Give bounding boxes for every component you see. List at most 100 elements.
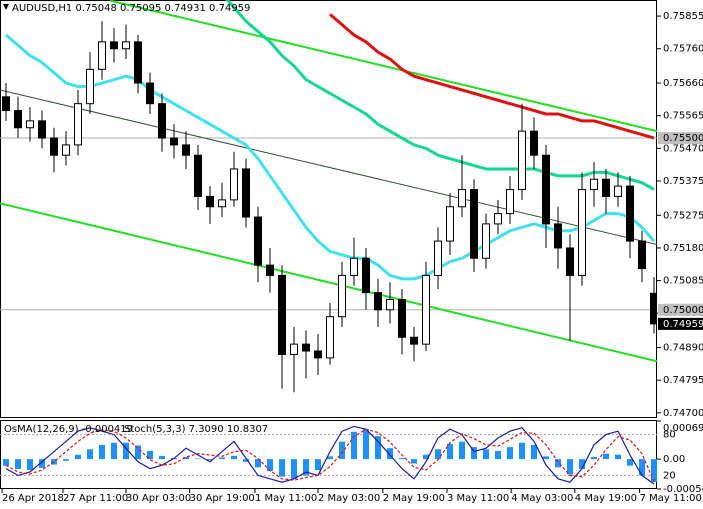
candle-body (602, 178, 610, 197)
candle-body (530, 130, 538, 156)
stoch-line (5, 428, 655, 482)
y-tick-label: 0.75760 (663, 44, 703, 55)
candle-body (254, 216, 262, 266)
price-label: 0.75500 (663, 133, 703, 144)
osma-bar (75, 454, 81, 460)
x-tick-label: 2 May 19:00 (383, 493, 445, 504)
candle-body (206, 195, 214, 208)
candle-body (278, 274, 286, 355)
candle-body (470, 189, 478, 259)
candle-body (182, 144, 190, 156)
chart-title: AUDUSD,H1 0.75048 0.75095 0.74931 0.7495… (12, 3, 250, 14)
candle-body (218, 199, 226, 208)
candle-body (302, 343, 310, 352)
candle-body (446, 206, 454, 242)
osma-bar (447, 443, 453, 460)
stoch-line (5, 425, 655, 485)
x-tick-label: 2 May 03:00 (318, 493, 380, 504)
price-label-bg (658, 303, 703, 316)
symbol-icon (3, 4, 9, 10)
x-tick-label: 30 Apr 03:00 (126, 493, 191, 504)
y-tick-label: 0.75375 (663, 176, 703, 187)
trend-line (0, 202, 657, 363)
x-tick-label: 27 Apr 11:00 (63, 493, 128, 504)
osma-bar (219, 457, 225, 460)
osma-bar (363, 429, 369, 460)
main-frame (0, 0, 657, 418)
osma-bar (327, 456, 333, 460)
x-tick-label: 7 May 11:00 (640, 493, 702, 504)
osma-bar (387, 448, 393, 460)
osma-bar (579, 459, 585, 469)
osma-bar (435, 449, 441, 460)
candle-body (122, 41, 130, 50)
trend-line (110, 0, 657, 133)
osma-bar (183, 456, 189, 460)
osma-bar (543, 456, 549, 460)
y-tick-label: 0.75855 (663, 11, 703, 22)
candle-body (542, 154, 550, 225)
y2-tick-label: 80 (663, 430, 676, 441)
candle-body (554, 223, 562, 249)
candle-body (98, 41, 106, 70)
candle-body (638, 240, 646, 270)
x-tick-label: 4 May 03:00 (511, 493, 573, 504)
osma-bar (87, 449, 93, 460)
candle-body (350, 257, 358, 276)
osma-bar (567, 459, 573, 475)
price-label-bg (658, 132, 703, 145)
candle-body (338, 274, 346, 318)
candle-body (194, 154, 202, 197)
osma-bar (603, 453, 609, 460)
candle-body (134, 41, 142, 84)
osma-bar (627, 459, 633, 466)
candle-body (566, 247, 574, 276)
osma-bar (591, 456, 597, 460)
candle-body (422, 274, 430, 345)
candle-body (146, 82, 154, 105)
candle-body (230, 168, 238, 201)
osma-bar (375, 436, 381, 460)
candle-body (158, 103, 166, 139)
candle-body (74, 103, 82, 146)
candle-body (506, 189, 514, 215)
candle-body (242, 168, 250, 218)
osma-bar (243, 459, 249, 462)
osma-bar (483, 449, 489, 460)
osma-bar (135, 445, 141, 460)
y-tick-label: 0.74700 (663, 408, 703, 419)
y-tick-label: 0.75180 (663, 243, 703, 254)
candle-body (62, 144, 70, 156)
osma-bar (255, 459, 261, 468)
candle-body (26, 120, 34, 129)
candle-body (290, 343, 298, 355)
candle-body (14, 110, 22, 129)
osma-bar (519, 442, 525, 460)
axes: 0.75855 0.75760 0.75660 0.75565 0.75470 0.753… (1, 11, 703, 504)
osma-bar (411, 459, 417, 464)
indicator-plot (0, 425, 657, 485)
candle-body (38, 120, 46, 139)
candle-body (326, 316, 334, 359)
osma-bar (195, 458, 201, 460)
osma-bar (459, 441, 465, 460)
main-plot (0, 0, 657, 393)
price-label: 0.75000 (663, 305, 703, 316)
osma-bar (315, 459, 321, 471)
y-tick-label: 0.75275 (663, 210, 703, 221)
candle-body (614, 185, 622, 197)
x-tick-label: 1 May 11:00 (255, 493, 317, 504)
osma-bar (423, 454, 429, 460)
candle-body (314, 350, 322, 359)
osma-bar (15, 459, 21, 469)
candle-body (458, 189, 466, 208)
candle-body (410, 336, 418, 345)
osma-bar (231, 455, 237, 460)
candle-body (110, 41, 118, 50)
y-tick-label: 0.75660 (663, 78, 703, 89)
osma-bar (111, 442, 117, 460)
osma-bar (279, 459, 285, 477)
indicator-subtitle: Stoch(5,3,3) 7.3090 10.8307 (124, 424, 268, 435)
